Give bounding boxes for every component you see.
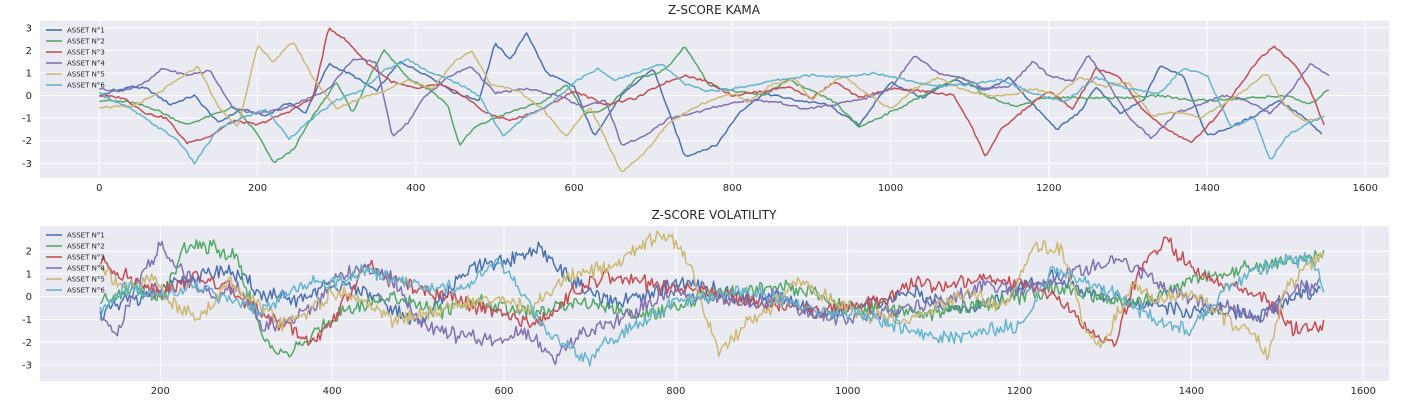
y-tick-label: -2: [22, 338, 32, 349]
series-lines: [99, 230, 1325, 367]
y-ticks: -3 -2 -1 0 1 2: [22, 247, 32, 372]
volatility-chart: Z-SCORE VOLATILITY 200 400 600 800 1000 1200 1…: [22, 208, 1389, 397]
chart-title: Z-SCORE VOLATILITY: [652, 208, 778, 222]
series-line: [99, 240, 1321, 366]
x-ticks: 200 400 600 800 1000 1200 1400 1600: [151, 386, 1376, 397]
legend-label: ASSET N°4: [67, 265, 105, 273]
legend-label: ASSET N°3: [67, 254, 105, 262]
kama-chart: Z-SCORE KAMA 0 200 400 600 800 1000 1200 1400 16…: [22, 3, 1389, 194]
series-line: [99, 42, 1323, 172]
x-ticks: 0 200 400 600 800 1000 1200 1400 1600: [96, 183, 1378, 194]
x-tick-label: 1600: [1353, 183, 1378, 194]
series-line: [99, 251, 1325, 367]
y-tick-label: 2: [26, 247, 32, 258]
y-ticks: -3 -2 -1 0 1 2 3: [22, 23, 32, 170]
y-tick-label: 0: [26, 91, 32, 102]
legend-label: ASSET N°1: [67, 27, 105, 35]
legend-label: ASSET N°5: [67, 276, 105, 284]
y-tick-label: 1: [26, 68, 32, 79]
x-tick-label: 400: [406, 183, 425, 194]
legend-label: ASSET N°2: [67, 38, 105, 46]
y-tick-label: -1: [22, 315, 32, 326]
x-tick-label: 1200: [1007, 386, 1032, 397]
legend-label: ASSET N°1: [67, 232, 105, 240]
x-tick-label: 600: [565, 183, 584, 194]
y-tick-label: -2: [22, 136, 32, 147]
legend-label: ASSET N°2: [67, 243, 105, 251]
x-tick-label: 400: [323, 386, 342, 397]
legend: ASSET N°1 ASSET N°2 ASSET N°3 ASSET N°4 ASSE…: [46, 232, 105, 295]
legend: ASSET N°1 ASSET N°2 ASSET N°3 ASSET N°4 ASSE…: [46, 27, 105, 90]
legend-label: ASSET N°6: [67, 287, 105, 295]
series-line: [99, 236, 1325, 348]
x-tick-label: 200: [151, 386, 170, 397]
y-tick-label: 2: [26, 46, 32, 57]
legend-label: ASSET N°6: [67, 82, 105, 90]
x-tick-label: 1600: [1350, 386, 1375, 397]
chart-title: Z-SCORE KAMA: [668, 3, 761, 17]
y-tick-label: 1: [26, 269, 32, 280]
y-tick-label: -3: [22, 361, 32, 372]
series-line: [99, 27, 1325, 157]
legend-label: ASSET N°4: [67, 60, 105, 68]
series-line: [98, 32, 1323, 157]
series-lines: [98, 27, 1330, 172]
legend-label: ASSET N°5: [67, 71, 105, 79]
x-tick-label: 0: [96, 183, 102, 194]
y-tick-label: -1: [22, 114, 32, 125]
x-tick-label: 1200: [1036, 183, 1061, 194]
series-line: [98, 57, 1325, 165]
x-tick-label: 1000: [835, 386, 860, 397]
x-tick-label: 200: [248, 183, 267, 194]
y-tick-label: 3: [26, 23, 32, 34]
x-tick-label: 1400: [1194, 183, 1219, 194]
grid-lines: [40, 21, 1389, 178]
series-line: [99, 230, 1325, 361]
x-tick-label: 1000: [878, 183, 903, 194]
x-tick-label: 1400: [1179, 386, 1204, 397]
y-tick-label: -3: [22, 159, 32, 170]
x-tick-label: 800: [666, 386, 685, 397]
x-tick-label: 600: [494, 386, 513, 397]
y-tick-label: 0: [26, 292, 32, 303]
plot-area: [40, 226, 1389, 381]
series-line: [98, 55, 1330, 146]
x-tick-label: 800: [723, 183, 742, 194]
legend-label: ASSET N°3: [67, 49, 105, 57]
